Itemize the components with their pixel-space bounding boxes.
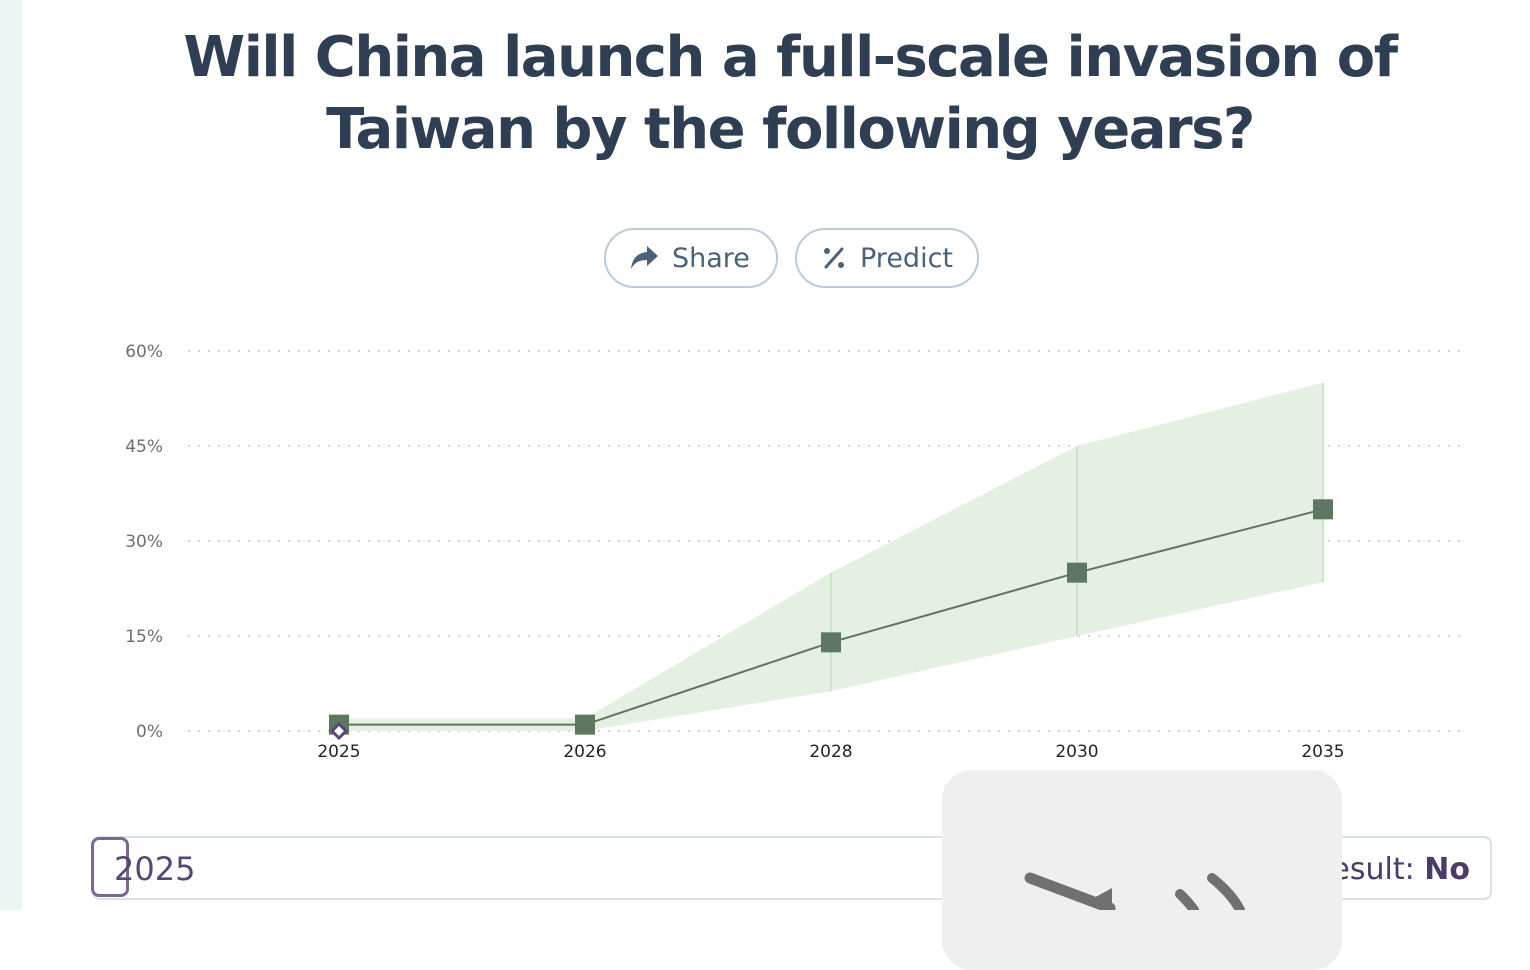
overlay-card[interactable]	[942, 770, 1342, 970]
sound-icon	[1024, 872, 1245, 910]
predict-button[interactable]: Predict	[795, 228, 979, 288]
x-tick-label: 2035	[1301, 742, 1344, 762]
share-label: Share	[672, 242, 750, 274]
outcome-year: 2025	[114, 850, 196, 888]
forecast-chart: 0% 15% 30% 45% 60% 2025 2026 2028 2030 2035	[0, 320, 1530, 780]
share-button[interactable]: Share	[604, 228, 778, 288]
y-tick-label: 60%	[125, 342, 163, 362]
y-tick-label: 0%	[136, 722, 163, 742]
y-tick-label: 30%	[125, 532, 163, 552]
result-value: No	[1424, 852, 1470, 887]
page-title: Will China launch a full-scale invasion …	[183, 25, 1398, 162]
data-point	[1067, 562, 1087, 583]
y-tick-label: 15%	[125, 627, 163, 647]
data-point	[821, 632, 841, 653]
x-tick-label: 2025	[317, 742, 360, 762]
x-tick-label: 2030	[1055, 742, 1098, 762]
data-point	[1313, 499, 1333, 520]
data-point	[575, 714, 595, 735]
left-rail	[0, 0, 22, 910]
x-tick-label: 2026	[563, 742, 606, 762]
resolved-marker	[329, 721, 349, 741]
predict-label: Predict	[860, 242, 953, 274]
forecast-chart-svg: 0% 15% 30% 45% 60% 2025 2026 2028 2030 2035	[125, 342, 1468, 762]
question-actions: Share Predict	[604, 228, 979, 288]
x-tick-label: 2028	[809, 742, 852, 762]
y-tick-label: 45%	[125, 437, 163, 457]
percent-icon	[819, 242, 848, 274]
share-arrow-icon	[628, 242, 660, 274]
focus-ring	[91, 837, 129, 897]
